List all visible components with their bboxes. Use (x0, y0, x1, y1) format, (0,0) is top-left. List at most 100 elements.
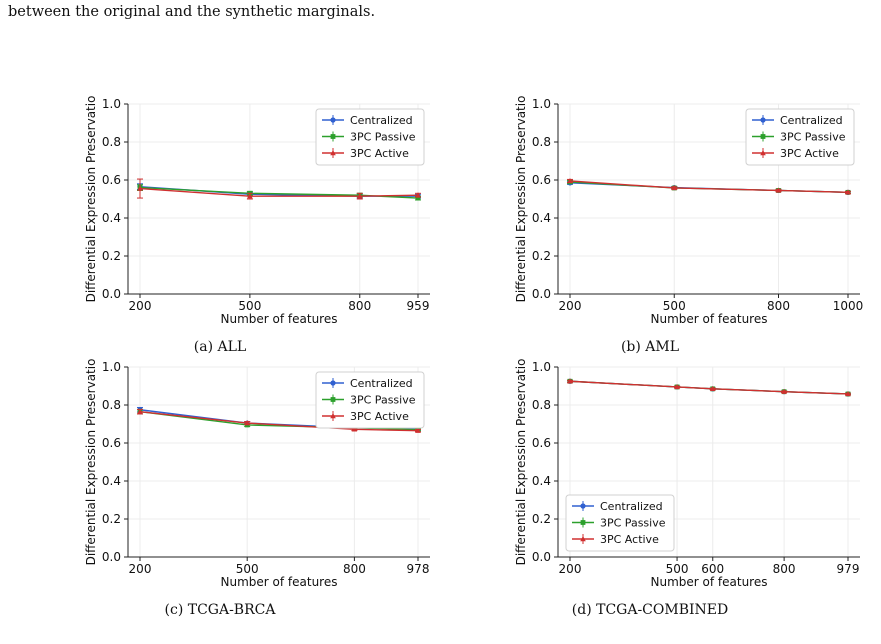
point-3pc-active (674, 383, 680, 390)
point-centralized (580, 503, 586, 509)
legend-label: 3PC Passive (350, 394, 416, 407)
point-3pc-active (671, 184, 678, 191)
point-3pc-active (356, 193, 363, 199)
point-3pc-active (567, 177, 573, 184)
x-axis-label: Number of features (651, 575, 768, 589)
point-centralized (760, 117, 766, 123)
point-3pc-active (567, 378, 573, 384)
y-tick-label: 0.4 (102, 474, 121, 488)
y-tick-label: 0.8 (102, 135, 121, 149)
point-3pc-passive (330, 397, 336, 402)
series-3pc-passive (567, 378, 851, 397)
point-3pc-passive (580, 520, 586, 525)
legend-label: 3PC Active (780, 147, 839, 160)
y-tick-label: 0.0 (102, 287, 121, 301)
x-tick-label: 800 (773, 562, 796, 576)
legend-item-centralized: Centralized (572, 500, 663, 513)
y-tick-label: 1.0 (532, 360, 551, 374)
legend-box (565, 494, 675, 552)
point-3pc-active (415, 427, 421, 433)
series-3pc-active (567, 378, 851, 397)
legend-label: 3PC Active (600, 533, 659, 546)
point-3pc-active (351, 426, 358, 432)
series-line-3pc-passive (139, 186, 419, 199)
legend-label: 3PC Passive (780, 131, 846, 144)
y-axis-label: Differential Expression Preservatio (514, 96, 528, 303)
y-tick-label: 0.2 (532, 249, 551, 263)
chart-aml: 0.0 0.2 0.4 0.6 0.8 1.0 200 500 800 1000 Number of… (514, 96, 864, 326)
chart-tcga-combined: 0.0 0.2 0.4 0.6 0.8 1.0 200 500 600 800 979 Number … (514, 359, 860, 589)
point-3pc-active (137, 408, 143, 414)
figure-tcga-combined: 0.0 0.2 0.4 0.6 0.8 1.0 200 500 600 800 979 Number … (430, 357, 870, 619)
x-tick-label: 1000 (833, 299, 864, 313)
y-tick-label: 0.2 (102, 512, 121, 526)
legend-item-centralized: Centralized (752, 114, 843, 127)
figure-all: 0.0 0.2 0.4 0.6 0.8 1.0 200 500 800 959 Number of … (0, 94, 440, 356)
y-axis-label: Differential Expression Preservatio (84, 359, 98, 566)
legend-item-3pc-active: 3PC Active (752, 147, 839, 160)
chart-tcga-brca: 0.0 0.2 0.4 0.6 0.8 1.0 200 500 800 978 Number of … (84, 359, 430, 589)
x-tick-label: 600 (701, 562, 724, 576)
y-tick-label: 0.6 (102, 436, 121, 450)
point-3pc-active (247, 193, 253, 199)
caption-tcga-combined: (d) TCGA-COMBINED (571, 602, 729, 618)
series-line-3pc-active (569, 180, 849, 194)
intro-text: between the original and the synthetic m… (8, 4, 376, 20)
legend-label: 3PC Active (350, 410, 409, 423)
y-tick-label: 0.2 (532, 512, 551, 526)
legend-item-centralized: Centralized (322, 114, 413, 127)
y-tick-label: 0.4 (532, 211, 551, 225)
x-axis-label: Number of features (651, 312, 768, 326)
point-3pc-active (580, 536, 586, 542)
legend-item-3pc-active: 3PC Active (322, 410, 409, 423)
legend-label: 3PC Passive (350, 131, 416, 144)
y-tick-label: 0.4 (532, 474, 551, 488)
point-3pc-active (845, 189, 851, 195)
figure-tcga-brca: 0.0 0.2 0.4 0.6 0.8 1.0 200 500 800 978 Number of … (0, 357, 440, 619)
y-tick-label: 1.0 (102, 360, 121, 374)
y-tick-label: 0.8 (532, 398, 551, 412)
legend-item-3pc-passive: 3PC Passive (322, 394, 416, 407)
series-centralized (567, 378, 851, 397)
point-3pc-active (781, 388, 787, 394)
legend-label: Centralized (600, 500, 663, 513)
point-3pc-passive (760, 134, 766, 139)
series-3pc-passive (567, 179, 851, 195)
series-line-3pc-active (139, 187, 419, 197)
x-tick-label: 800 (348, 299, 371, 313)
x-tick-label: 200 (129, 299, 152, 313)
legend: Centralized 3PC Passive 3PC Active (745, 108, 855, 166)
legend-item-3pc-passive: 3PC Passive (572, 517, 666, 530)
chart-all: 0.0 0.2 0.4 0.6 0.8 1.0 200 500 800 959 Number of … (84, 96, 430, 326)
x-tick-label: 200 (129, 562, 152, 576)
y-axis-label: Differential Expression Preservatio (84, 96, 98, 303)
legend-item-3pc-active: 3PC Active (322, 147, 409, 160)
y-tick-label: 0.0 (102, 550, 121, 564)
x-axis-label: Number of features (221, 575, 338, 589)
x-tick-label: 978 (407, 562, 430, 576)
x-tick-label: 500 (666, 562, 689, 576)
x-tick-label: 500 (238, 299, 261, 313)
point-centralized (330, 117, 336, 123)
legend-label: Centralized (780, 114, 843, 127)
legend-box (315, 108, 425, 166)
legend-item-3pc-active: 3PC Active (572, 533, 659, 546)
point-3pc-active (330, 413, 336, 419)
point-3pc-active (137, 185, 143, 191)
y-tick-label: 0.8 (102, 398, 121, 412)
caption-tcga-brca: (c) TCGA-BRCA (164, 602, 276, 618)
x-tick-label: 959 (407, 299, 430, 313)
legend: Centralized 3PC Passive 3PC Active (315, 108, 425, 166)
series-line-3pc-active (569, 380, 849, 395)
legend-label: Centralized (350, 377, 413, 390)
legend-item-3pc-passive: 3PC Passive (322, 131, 416, 144)
x-tick-label: 500 (236, 562, 259, 576)
x-tick-label: 200 (559, 562, 582, 576)
series-line-3pc-active (139, 410, 419, 432)
caption-aml: (b) AML (620, 339, 680, 355)
y-tick-label: 0.2 (102, 249, 121, 263)
series-3pc-active (567, 177, 851, 195)
y-tick-label: 0.0 (532, 287, 551, 301)
y-tick-label: 0.8 (532, 135, 551, 149)
y-tick-label: 0.6 (102, 173, 121, 187)
